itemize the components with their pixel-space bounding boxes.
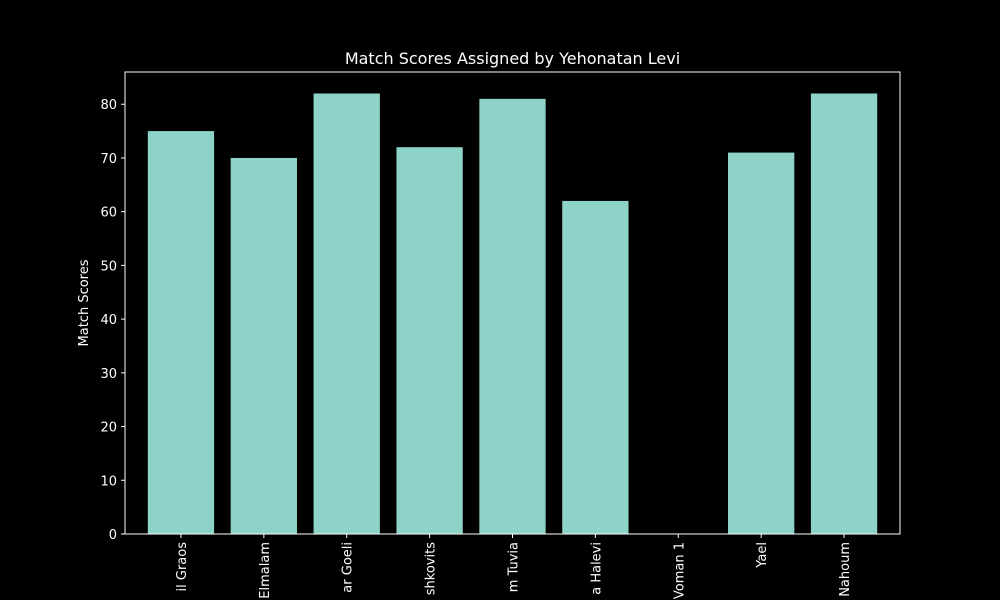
y-tick-label: 0: [109, 528, 117, 543]
plot-area-frame: [124, 71, 901, 535]
x-tick-label: m Tuvia: [507, 542, 522, 592]
bar: [396, 147, 463, 535]
x-tick-label: a Halevi: [589, 542, 604, 595]
x-tick-label: Elmalam: [258, 542, 273, 599]
x-tick-label: Nahoum: [838, 542, 853, 597]
y-tick-label: 70: [100, 152, 117, 167]
y-tick-label: 30: [100, 367, 117, 382]
bar: [230, 157, 297, 534]
x-tick-label: ar Goeli: [341, 542, 356, 593]
x-tick-label: shkovits: [424, 542, 439, 595]
y-axis-ticks: 0 10 20 30 40 50 60 70 80: [100, 98, 125, 543]
y-tick-label: 60: [100, 206, 117, 221]
y-tick-label: 80: [100, 98, 117, 113]
x-axis-ticks: il Graos Elmalam ar Goeli shkovits m Tuvia a …: [175, 534, 853, 599]
x-tick-label: il Graos: [175, 542, 190, 592]
chart-title: Match Scores Assigned by Yehonatan Levi: [345, 49, 680, 68]
bar: [810, 93, 878, 534]
bar: [147, 131, 215, 534]
y-tick-label: 50: [100, 259, 117, 274]
bar: [562, 200, 629, 534]
y-tick-label: 10: [100, 474, 117, 489]
bar: [313, 93, 380, 534]
bar: [479, 98, 546, 534]
x-tick-label: Yael: [755, 542, 770, 569]
bar: [728, 152, 795, 534]
y-axis-label: Match Scores: [77, 259, 92, 346]
bars-group: [147, 93, 878, 535]
y-tick-label: 40: [100, 313, 117, 328]
x-tick-label: Voman 1: [672, 542, 687, 599]
y-tick-label: 20: [100, 421, 117, 436]
